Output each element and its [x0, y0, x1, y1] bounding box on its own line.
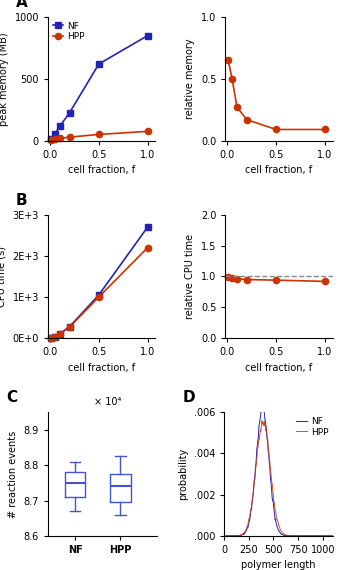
X-axis label: polymer length: polymer length [241, 560, 316, 570]
HPP [49, 136, 53, 143]
X-axis label: cell fraction, f: cell fraction, f [246, 165, 312, 175]
Legend: NF, HPP: NF, HPP [296, 417, 328, 437]
Text: D: D [183, 390, 196, 405]
HPP [58, 135, 62, 142]
X-axis label: cell fraction, f: cell fraction, f [246, 363, 312, 373]
Y-axis label: probability: probability [178, 448, 188, 500]
Text: C: C [7, 390, 18, 405]
Text: × 10⁴: × 10⁴ [94, 397, 121, 408]
Line: NF: NF [48, 32, 151, 142]
Text: A: A [16, 0, 27, 10]
NF [49, 136, 53, 142]
HPP [145, 128, 150, 135]
Line: HPP: HPP [48, 128, 151, 143]
Legend: NF, HPP: NF, HPP [52, 22, 84, 42]
Y-axis label: # reaction events: # reaction events [8, 430, 18, 518]
X-axis label: cell fraction, f: cell fraction, f [68, 165, 135, 175]
NF [145, 32, 150, 39]
NF [97, 60, 101, 67]
Text: B: B [16, 193, 27, 208]
NF [68, 109, 72, 116]
Y-axis label: relative CPU time: relative CPU time [185, 234, 195, 319]
Y-axis label: relative memory: relative memory [185, 39, 195, 119]
HPP [97, 131, 101, 138]
HPP [68, 134, 72, 141]
X-axis label: cell fraction, f: cell fraction, f [68, 363, 135, 373]
NF [53, 131, 57, 137]
Y-axis label: peak memory (MB): peak memory (MB) [0, 32, 9, 125]
HPP [53, 136, 57, 142]
Y-axis label: CPU time (s): CPU time (s) [0, 246, 7, 307]
NF [58, 123, 62, 130]
